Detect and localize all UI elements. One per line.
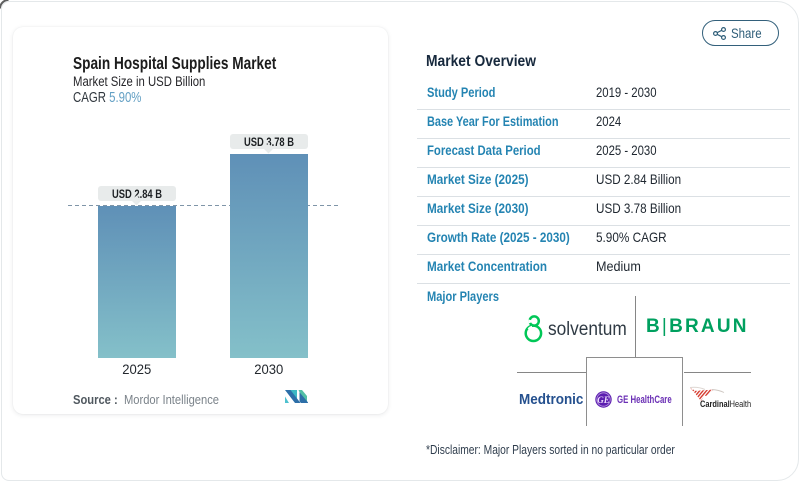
svg-text:GE: GE (597, 395, 610, 405)
